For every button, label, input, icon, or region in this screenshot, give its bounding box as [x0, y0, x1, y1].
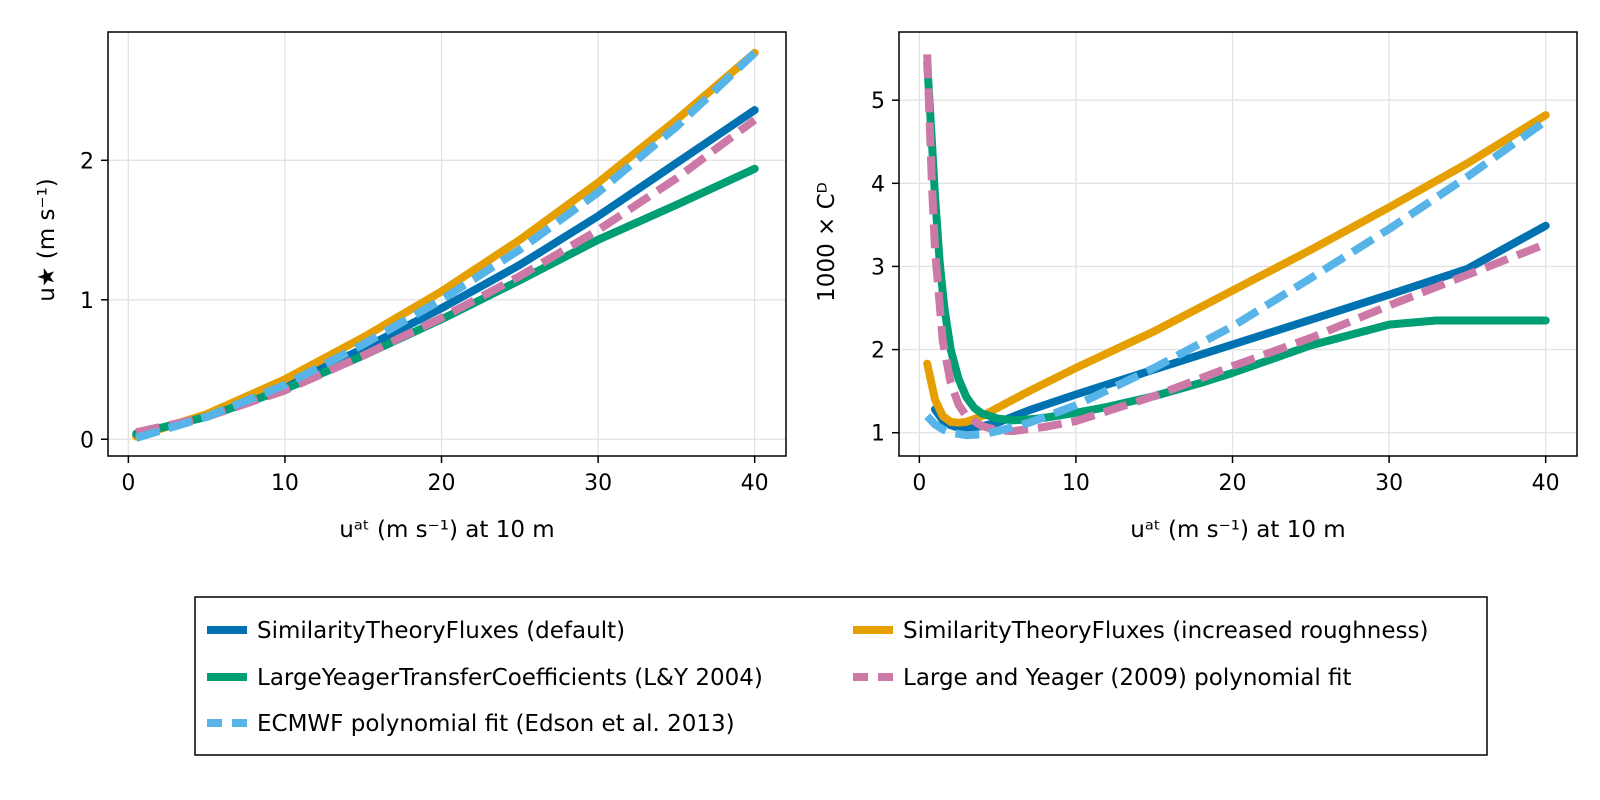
cd-y-tick-label: 3 [871, 255, 885, 280]
ustar-x-tick-label: 0 [121, 471, 135, 496]
drag-coefficient-panel: 0 10 20 30 40 1 2 3 4 5 uᵃᵗ (m s⁻¹) at 10 m 1000 … [814, 31, 1578, 543]
ustar-series [132, 48, 759, 442]
cd-series-line [923, 111, 1550, 427]
ustar-x-tick-label: 10 [271, 471, 299, 496]
ustar-tick-labels: 0 10 20 30 40 0 1 2 [80, 149, 769, 496]
cd-x-tick-label: 40 [1532, 471, 1560, 496]
legend-label: SimilarityTheoryFluxes (increased roughn… [903, 618, 1428, 644]
ustar-series-line [135, 116, 758, 437]
ustar-x-tick-label: 30 [584, 471, 612, 496]
legend-label: Large and Yeager (2009) polynomial fit [903, 665, 1352, 691]
cd-x-axis-label: uᵃᵗ (m s⁻¹) at 10 m [1130, 517, 1345, 543]
ustar-series-line [132, 164, 759, 438]
ustar-ticks [101, 159, 756, 463]
legend-label: LargeYeagerTransferCoefficients (L&Y 200… [257, 665, 763, 691]
cd-series-line [931, 221, 1550, 432]
cd-series [923, 54, 1550, 440]
cd-series-line [924, 117, 1549, 440]
legend-label: ECMWF polynomial fit (Edson et al. 2013) [257, 711, 735, 737]
cd-axes-frame [898, 31, 1578, 457]
cd-grid [899, 32, 1577, 456]
ustar-x-tick-label: 20 [428, 471, 456, 496]
cd-x-tick-label: 10 [1062, 471, 1090, 496]
legend-label: SimilarityTheoryFluxes (default) [257, 618, 625, 644]
cd-ticks [892, 99, 1547, 463]
ustar-series-line [132, 48, 759, 441]
ustar-y-tick-label: 0 [80, 428, 94, 453]
cd-y-tick-label: 5 [871, 89, 885, 114]
ustar-y-tick-label: 1 [80, 289, 94, 314]
ustar-series-line [132, 106, 759, 440]
cd-x-tick-label: 20 [1219, 471, 1247, 496]
cd-x-tick-label: 30 [1375, 471, 1403, 496]
cd-x-tick-label: 0 [912, 471, 926, 496]
ustar-y-axis-label: u★ (m s⁻¹) [34, 178, 60, 302]
legend: SimilarityTheoryFluxes (default) LargeYea… [194, 596, 1488, 756]
ustar-series-line [135, 49, 758, 442]
cd-y-tick-label: 4 [871, 172, 885, 197]
cd-tick-labels: 0 10 20 30 40 1 2 3 4 5 [871, 89, 1560, 496]
cd-y-tick-label: 2 [871, 339, 885, 364]
cd-y-tick-label: 1 [871, 422, 885, 447]
cd-y-axis-label: 1000 × Cᴰ [814, 182, 840, 302]
ustar-x-axis-label: uᵃᵗ (m s⁻¹) at 10 m [339, 517, 554, 543]
ustar-y-tick-label: 2 [80, 149, 94, 174]
ustar-panel: 0 10 20 30 40 0 1 2 uᵃᵗ (m s⁻¹) at 10 m u★ (m s… [34, 31, 787, 543]
ustar-axes-frame [107, 31, 787, 457]
legend-box [194, 596, 1488, 756]
ustar-grid [108, 32, 786, 456]
ustar-x-tick-label: 40 [741, 471, 769, 496]
cd-series-line [923, 58, 1550, 425]
